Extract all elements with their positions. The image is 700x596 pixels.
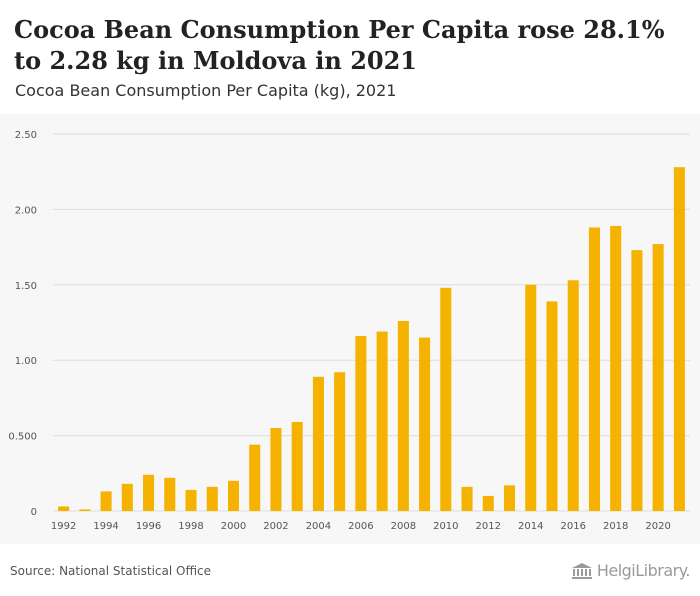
bar-2014 xyxy=(525,284,537,511)
bar-2008 xyxy=(397,320,409,511)
bar-1996 xyxy=(143,474,155,511)
bar-2001 xyxy=(249,444,261,511)
bar-chart: 0 0.500 1.00 1.50 2.00 2.50 1992 1994 1996 1998 20… xyxy=(8,130,690,532)
bar-2006 xyxy=(355,336,367,511)
x-tick-label: 2000 xyxy=(221,521,246,532)
bar-2005 xyxy=(334,372,346,511)
x-tick-label: 2004 xyxy=(306,521,331,532)
x-tick-label: 2012 xyxy=(476,521,501,532)
y-tick-label: 0 xyxy=(31,507,37,518)
bar-2007 xyxy=(376,331,388,511)
x-tick-label: 2018 xyxy=(603,521,628,532)
source-note: Source: National Statistical Office xyxy=(10,564,212,578)
x-tick-label: 1994 xyxy=(93,521,118,532)
bar-2017 xyxy=(588,227,600,511)
bar-2021 xyxy=(673,167,685,511)
chart-subtitle: Cocoa Bean Consumption Per Capita (kg), … xyxy=(15,81,397,100)
bar-1998 xyxy=(185,489,197,511)
x-tick-label: 1996 xyxy=(136,521,161,532)
bar-2002 xyxy=(270,428,282,511)
x-tick-label: 2006 xyxy=(348,521,373,532)
x-tick-label: 2008 xyxy=(391,521,416,532)
chart-title: Cocoa Bean Consumption Per Capita rose 2… xyxy=(14,15,665,75)
bar-2000 xyxy=(227,480,240,511)
x-tick-label: 1992 xyxy=(51,521,76,532)
bar-1999 xyxy=(206,486,218,511)
x-tick-label: 2010 xyxy=(433,521,458,532)
bar-1993 xyxy=(79,509,91,511)
bar-2011 xyxy=(461,486,473,511)
bar-2016 xyxy=(567,280,579,511)
y-tick-label: 1.00 xyxy=(15,356,37,367)
brand-name: HelgiLibrary. xyxy=(596,561,691,580)
x-tick-label: 2014 xyxy=(518,521,543,532)
bar-2020 xyxy=(652,244,664,512)
bar-1994 xyxy=(100,491,112,511)
x-tick-label: 2020 xyxy=(645,521,670,532)
x-tick-label: 1998 xyxy=(178,521,203,532)
y-tick-label: 0.500 xyxy=(8,432,37,443)
bar-2004 xyxy=(312,376,324,511)
bar-2009 xyxy=(419,337,431,511)
bar-2019 xyxy=(631,250,643,511)
bar-1992 xyxy=(58,506,70,511)
x-tick-label: 2002 xyxy=(263,521,288,532)
bar-2003 xyxy=(291,422,303,511)
y-tick-label: 2.00 xyxy=(15,205,37,216)
bar-2013 xyxy=(503,485,516,511)
bar-2015 xyxy=(546,301,558,511)
bar-1995 xyxy=(121,483,133,511)
brand-logo: HelgiLibrary. xyxy=(571,561,691,580)
plot-background xyxy=(0,114,700,544)
x-tick-label: 2016 xyxy=(560,521,585,532)
bar-1997 xyxy=(164,477,176,511)
y-tick-label: 2.50 xyxy=(15,130,37,141)
library-building-icon xyxy=(571,562,592,579)
bar-2018 xyxy=(610,225,622,511)
bar-2012 xyxy=(482,495,494,511)
bar-2010 xyxy=(440,287,452,511)
y-tick-label: 1.50 xyxy=(15,281,37,292)
